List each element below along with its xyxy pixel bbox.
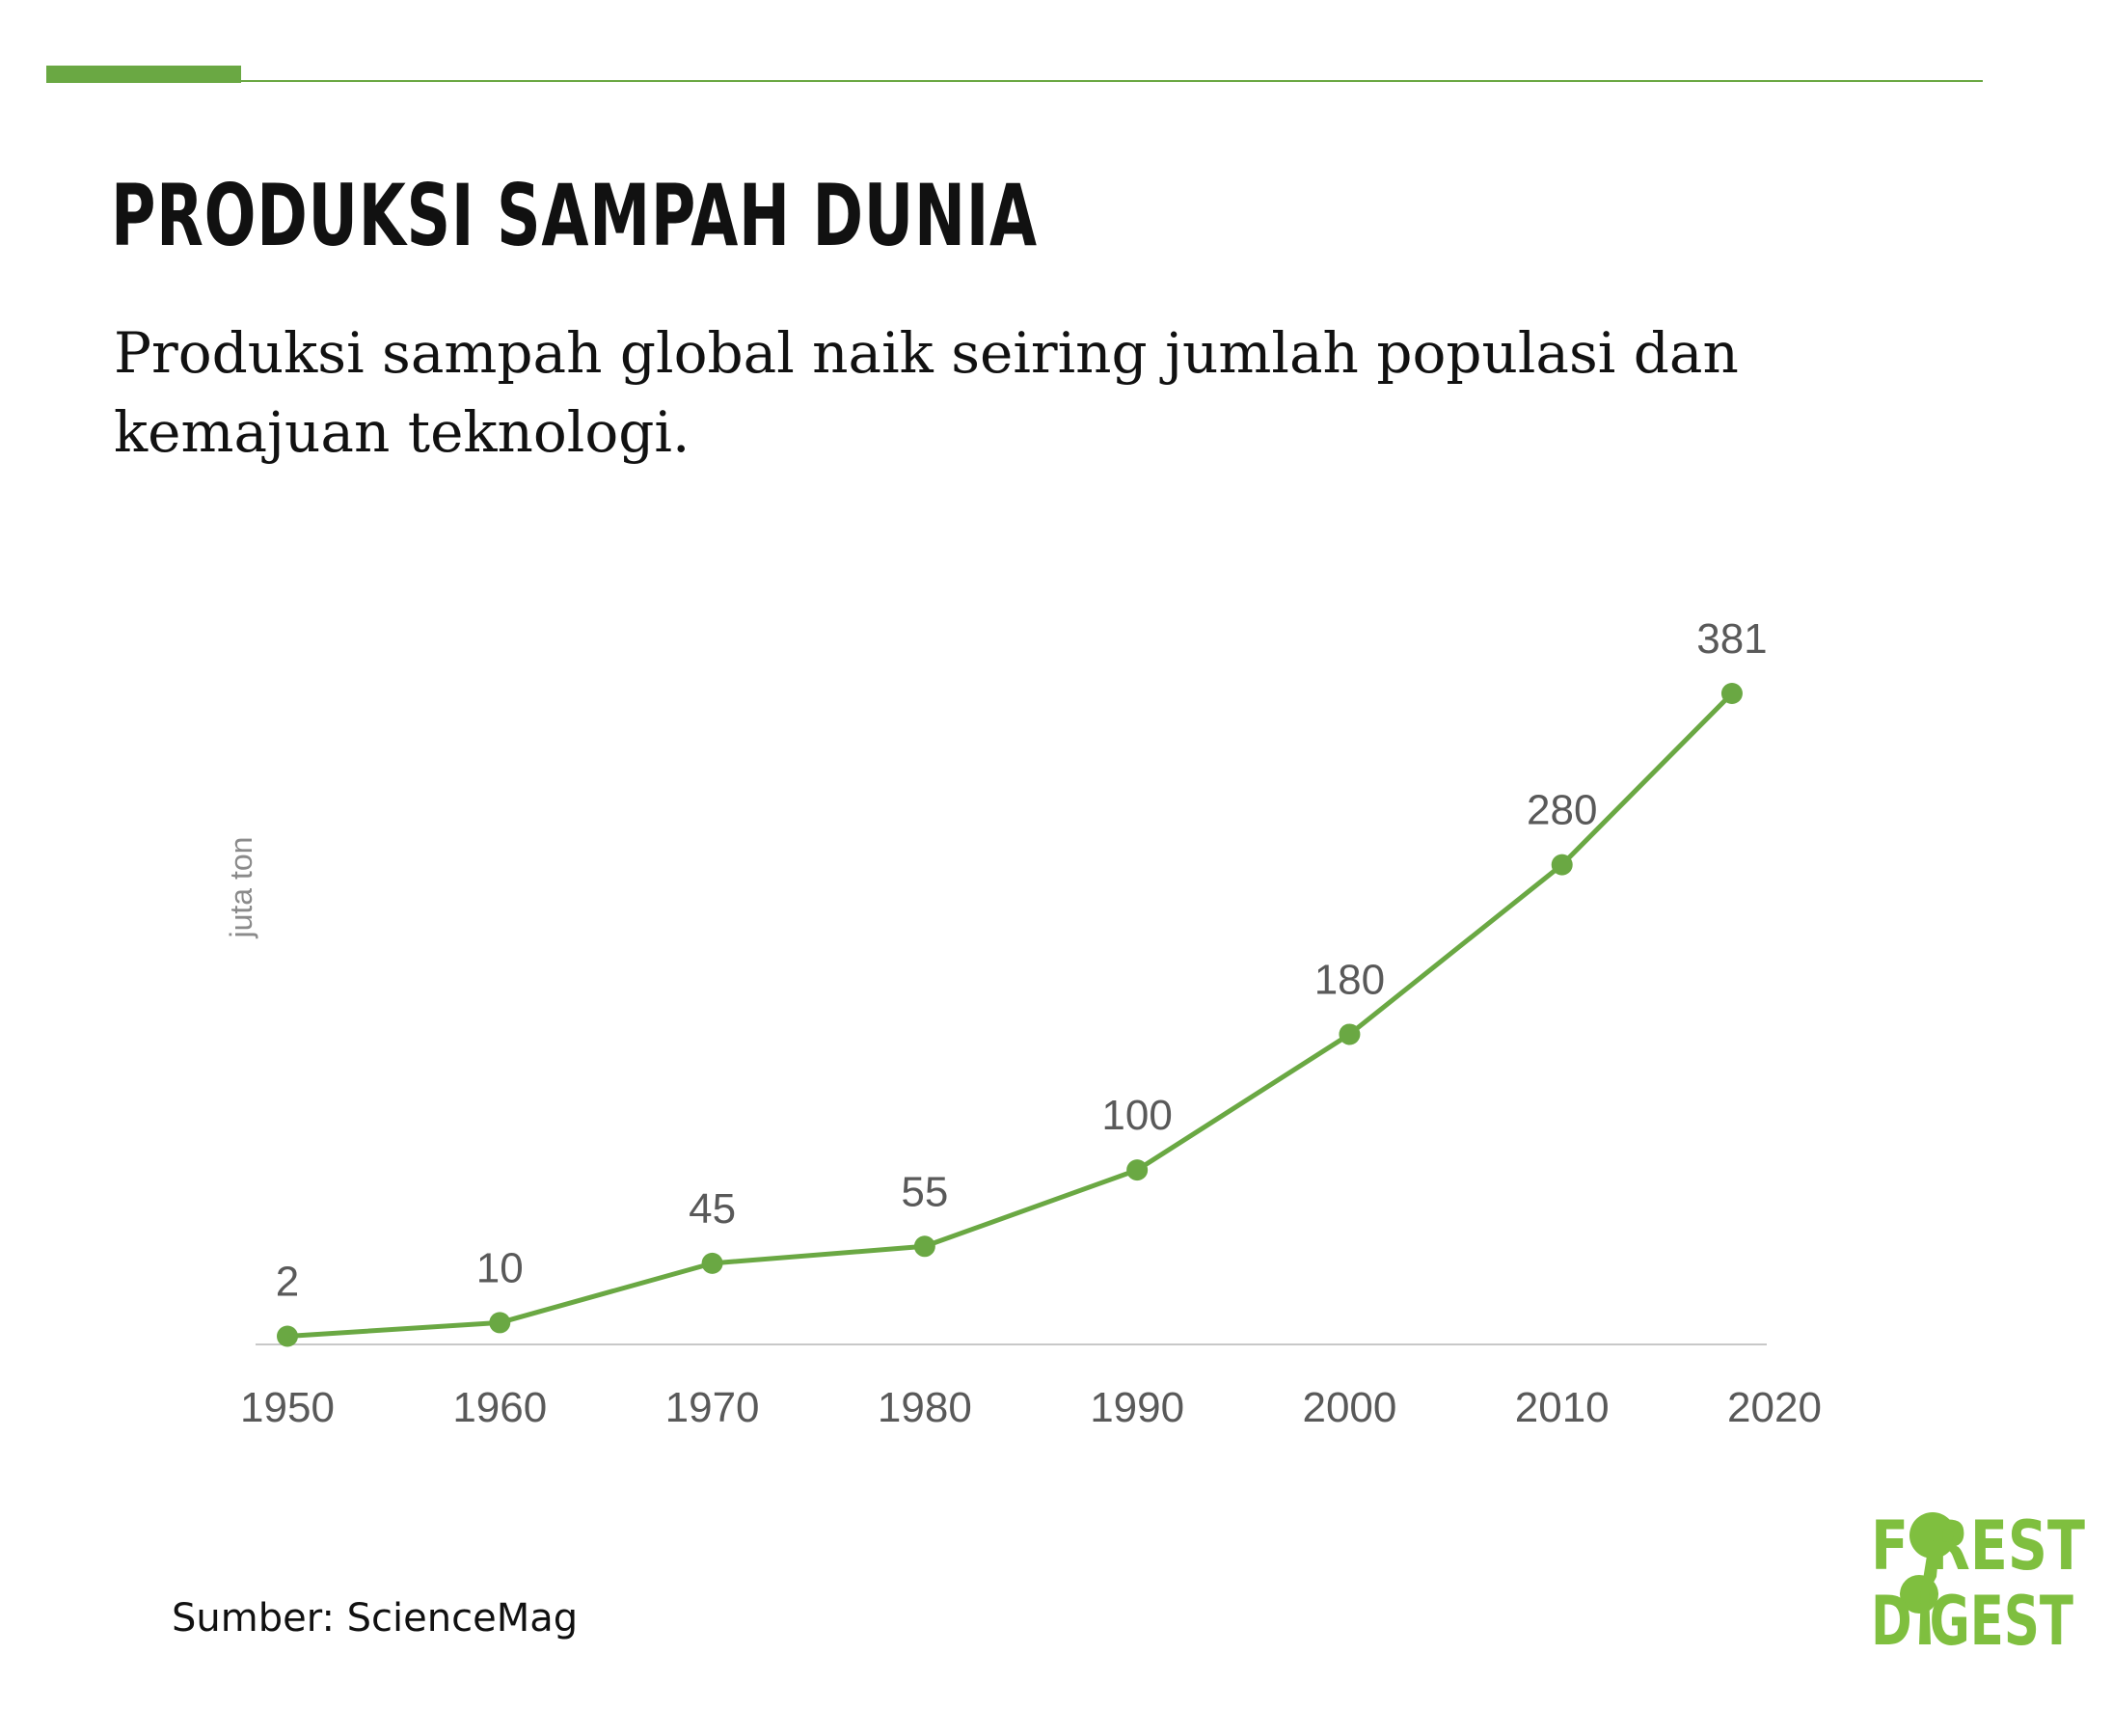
page-title: PRODUKSI SAMPAH DUNIA [111, 166, 1038, 265]
top-accent-bar [46, 66, 241, 83]
x-tick-label: 1990 [1090, 1384, 1184, 1431]
data-point [1551, 854, 1573, 876]
data-labels: 2 10 45 55 100 180 280 381 [276, 615, 1768, 1305]
data-point [277, 1325, 298, 1347]
x-tick-label: 1960 [452, 1384, 547, 1431]
data-label: 10 [476, 1244, 524, 1291]
x-tick-label: 2000 [1302, 1384, 1396, 1431]
source-note: Sumber: ScienceMag [172, 1596, 579, 1641]
x-tick-label: 1970 [665, 1384, 760, 1431]
data-point [1720, 683, 1743, 704]
top-rule [46, 80, 1983, 82]
x-tick-label: 1980 [878, 1384, 972, 1431]
tree-icon [1900, 1512, 1956, 1644]
data-label: 2 [276, 1258, 299, 1305]
page-subtitle: Produksi sampah global naik seiring juml… [114, 320, 1739, 465]
data-label: 100 [1101, 1092, 1172, 1139]
x-tick-label: 2020 [1727, 1384, 1822, 1431]
x-tick-label: 1950 [240, 1384, 335, 1431]
svg-text:F REST: F REST [1871, 1506, 2085, 1586]
data-label: 381 [1696, 615, 1767, 663]
data-label: 55 [901, 1168, 948, 1215]
line-chart: 1950 1960 1970 1980 1990 2000 2010 2020 2 10 45 55… [240, 615, 1822, 1431]
data-label: 45 [689, 1185, 736, 1233]
forest-digest-logo: F REST D GEST [1871, 1506, 2085, 1654]
svg-text:D GEST: D GEST [1871, 1582, 2073, 1654]
data-point [913, 1235, 935, 1258]
data-label: 280 [1527, 787, 1597, 834]
data-points [277, 683, 1743, 1347]
data-label: 180 [1314, 956, 1385, 1003]
data-point [1339, 1023, 1361, 1045]
series-line [286, 692, 1734, 1339]
data-point [489, 1312, 511, 1334]
x-tick-label: 2010 [1515, 1384, 1610, 1431]
data-point [701, 1252, 723, 1274]
x-tick-labels: 1950 1960 1970 1980 1990 2000 2010 2020 [240, 1384, 1822, 1431]
data-point [1126, 1159, 1149, 1181]
